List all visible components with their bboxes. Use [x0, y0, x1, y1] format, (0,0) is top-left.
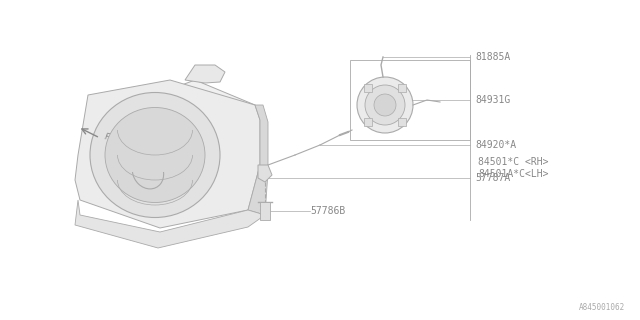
Ellipse shape [105, 108, 205, 203]
Text: 84501*C <RH>: 84501*C <RH> [478, 157, 548, 167]
Text: 57787A: 57787A [475, 173, 510, 183]
FancyBboxPatch shape [398, 118, 406, 126]
Text: 57786B: 57786B [310, 206, 345, 216]
Polygon shape [258, 165, 272, 182]
Text: 81885A: 81885A [475, 52, 510, 62]
Polygon shape [75, 80, 260, 228]
Polygon shape [185, 65, 225, 83]
Text: 84501A*C<LH>: 84501A*C<LH> [478, 169, 548, 179]
Circle shape [365, 85, 405, 125]
FancyBboxPatch shape [364, 84, 372, 92]
FancyBboxPatch shape [398, 84, 406, 92]
Polygon shape [248, 105, 268, 215]
FancyBboxPatch shape [364, 118, 372, 126]
Text: 84920*A: 84920*A [475, 140, 516, 150]
Text: FRONT: FRONT [103, 132, 129, 148]
Circle shape [357, 77, 413, 133]
Text: 84931G: 84931G [475, 95, 510, 105]
Text: A845001062: A845001062 [579, 303, 625, 312]
Polygon shape [155, 80, 260, 135]
Bar [350, 60, 470, 140]
FancyBboxPatch shape [260, 202, 270, 220]
Polygon shape [75, 200, 265, 248]
Ellipse shape [90, 92, 220, 218]
Circle shape [374, 94, 396, 116]
